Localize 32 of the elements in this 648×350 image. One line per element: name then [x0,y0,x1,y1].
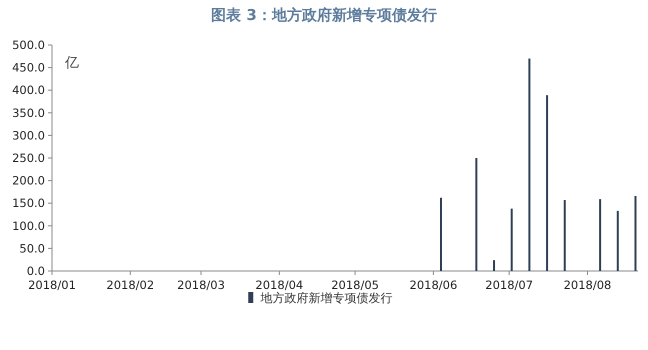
chart-title: 图表 3：地方政府新增专项债发行 [211,6,437,24]
y-tick-label: 150.0 [12,196,45,210]
bar [528,58,530,271]
bar [475,158,478,271]
x-tick-label: 2018/06 [410,278,458,292]
x-tick-label: 2018/02 [106,278,154,292]
x-tick-label: 2018/01 [28,278,76,292]
bar [599,199,602,271]
y-tick-label: 250.0 [12,151,45,165]
x-tick-label: 2018/07 [485,278,534,292]
x-tick-label: 2018/05 [331,278,379,292]
bar [493,260,496,271]
y-tick-label: 400.0 [12,83,45,98]
y-tick-label: 100.0 [12,218,45,233]
bar [510,208,513,271]
x-tick-label: 2018/08 [564,278,612,292]
y-tick-label: 300.0 [12,128,45,142]
bar [634,196,636,271]
bar [440,198,442,271]
y-tick-label: 350.0 [12,106,45,120]
bar [546,95,548,271]
x-tick-label: 2018/04 [255,278,304,292]
y-tick-label: 0.0 [26,264,45,278]
y-tick-label: 450.0 [12,60,45,75]
bar [616,210,619,271]
legend-label: 地方政府新增专项债发行 [259,291,392,305]
x-tick-label: 2018/03 [177,278,225,292]
y-tick-label: 200.0 [12,174,45,188]
y-axis-title: 亿 [64,55,79,71]
bar [564,200,566,271]
y-tick-label: 50.0 [19,241,45,256]
y-tick-label: 500.0 [12,38,45,52]
